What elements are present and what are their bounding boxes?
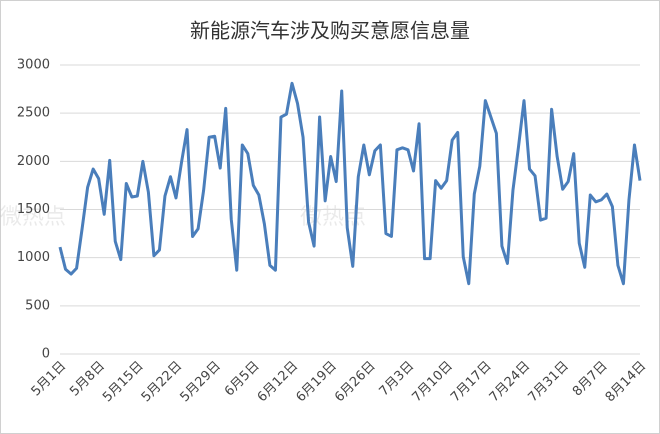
chart-title: 新能源汽车涉及购买意愿信息量	[190, 19, 470, 43]
y-tick-label: 1000	[17, 250, 50, 265]
y-tick-label: 2000	[17, 154, 50, 169]
watermark: 微热点	[0, 205, 66, 230]
y-tick-label: 2500	[17, 106, 50, 121]
y-tick-label: 500	[25, 298, 50, 313]
y-tick-label: 3000	[17, 58, 50, 73]
data-line	[58, 81, 642, 286]
y-tick-label: 1500	[17, 202, 50, 217]
y-tick-label: 0	[42, 347, 50, 362]
